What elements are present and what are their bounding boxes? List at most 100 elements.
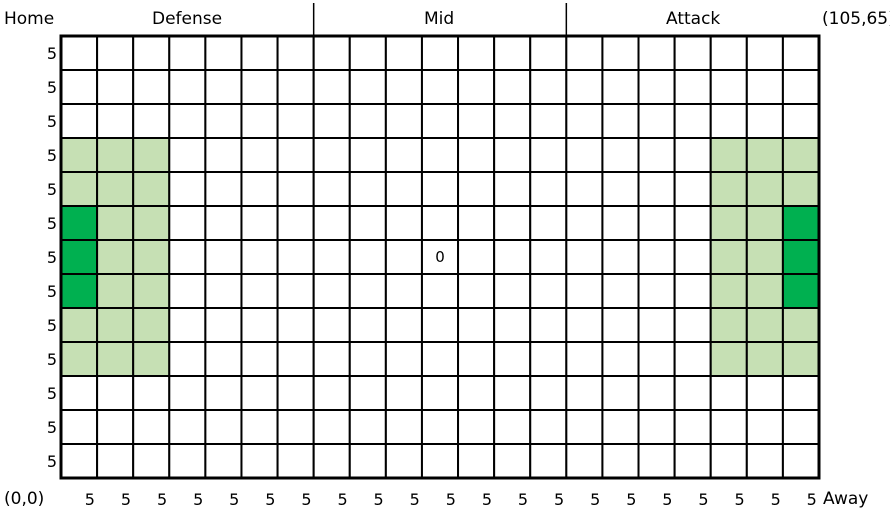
row-label: 5 [47, 452, 57, 471]
zone-defense-label: Defense [152, 9, 223, 29]
row-label: 5 [47, 316, 57, 335]
grid-cell [240, 171, 279, 207]
grid-cell [132, 35, 171, 71]
grid-cell [312, 375, 351, 411]
grid-cell [529, 409, 568, 445]
grid-cell [60, 443, 99, 479]
grid-cell [384, 205, 423, 241]
grid-cell [565, 171, 604, 207]
grid-cell [457, 409, 496, 445]
grid-cell [276, 103, 315, 139]
grid-cell [312, 205, 351, 241]
grid-cell [529, 205, 568, 241]
grid-cell [384, 35, 423, 71]
grid-cell [348, 171, 387, 207]
grid-cell [384, 443, 423, 479]
grid-cell [781, 35, 821, 71]
grid-cell [132, 239, 171, 275]
grid-cell [96, 409, 135, 445]
grid-cell [673, 443, 712, 479]
grid-cell [312, 69, 351, 105]
row-label: 5 [47, 44, 57, 63]
grid-cell [457, 273, 496, 309]
grid-cell [601, 341, 640, 377]
zone-divider-lines [312, 3, 568, 36]
grid-cell [132, 171, 171, 207]
grid-cell [420, 137, 460, 173]
grid-cell [709, 239, 748, 275]
grid-cell [96, 341, 135, 377]
column-label: 5 [446, 490, 456, 509]
column-label: 5 [374, 490, 384, 509]
grid-cell [276, 69, 315, 105]
grid-cell [240, 409, 279, 445]
grid-cell [709, 35, 748, 71]
grid-cell [240, 307, 279, 343]
zone-mid-label: Mid [424, 9, 455, 29]
grid-cell [457, 375, 496, 411]
grid-cell [204, 375, 243, 411]
away-label: Away [823, 489, 869, 509]
grid-cell [745, 205, 784, 241]
row-labels: 5 5 5 5 5 5 5 5 5 5 5 5 5 [47, 44, 57, 471]
row-label: 5 [47, 282, 57, 301]
grid-cell [132, 205, 171, 241]
grid-cell [529, 35, 568, 71]
grid-cell [673, 171, 712, 207]
grid-cell [168, 35, 207, 71]
grid-cell [204, 273, 243, 309]
grid-cell [781, 375, 821, 411]
grid-cell [565, 307, 604, 343]
grid-cell [601, 307, 640, 343]
grid-cell [493, 35, 532, 71]
grid-cell [493, 69, 532, 105]
column-label: 5 [734, 490, 744, 509]
grid-cell [637, 137, 676, 173]
grid-cell [457, 443, 496, 479]
row-label: 5 [47, 78, 57, 97]
grid-cell [457, 239, 496, 275]
column-label: 5 [85, 490, 95, 509]
grid-cell [204, 137, 243, 173]
grid-cell [60, 273, 99, 309]
grid-cell [745, 273, 784, 309]
grid-cell [168, 171, 207, 207]
grid-cell [240, 443, 279, 479]
grid-cell [168, 239, 207, 275]
column-label: 5 [698, 490, 708, 509]
grid-cell [529, 103, 568, 139]
grid-cell [96, 69, 135, 105]
top-right-coordinate: (105,65) [822, 9, 890, 29]
grid-cell [709, 205, 748, 241]
grid-cell [493, 409, 532, 445]
grid-cell [565, 375, 604, 411]
grid-cell [168, 409, 207, 445]
grid-cell [96, 273, 135, 309]
grid-cell [565, 205, 604, 241]
grid-cell [132, 307, 171, 343]
column-label: 5 [193, 490, 203, 509]
column-label: 5 [626, 490, 636, 509]
grid-cell [348, 443, 387, 479]
grid-cell [673, 307, 712, 343]
grid-cell [240, 35, 279, 71]
grid-cell [493, 239, 532, 275]
grid-cell [781, 205, 821, 241]
grid-cell [637, 171, 676, 207]
center-marker: 0 [435, 248, 445, 266]
grid-cell [60, 69, 99, 105]
grid-cell [709, 307, 748, 343]
grid-cell [420, 409, 460, 445]
grid-cell [781, 443, 821, 479]
grid-cell [565, 409, 604, 445]
grid-cell [240, 273, 279, 309]
grid-cell [276, 443, 315, 479]
grid-cell [276, 341, 315, 377]
grid-cell [637, 273, 676, 309]
grid-cell [312, 307, 351, 343]
grid-cell [673, 205, 712, 241]
grid-cell [96, 307, 135, 343]
column-label: 5 [265, 490, 275, 509]
grid-cell [565, 103, 604, 139]
grid-cell [276, 171, 315, 207]
